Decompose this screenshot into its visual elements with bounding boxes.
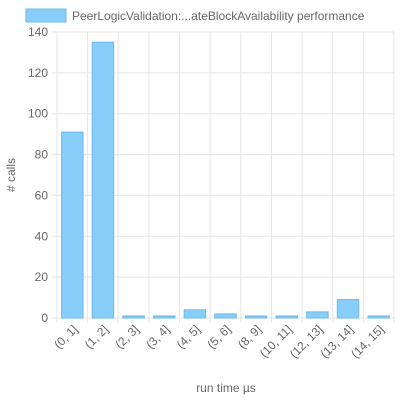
bar[interactable] [153,315,176,319]
bar[interactable] [244,315,268,319]
bar[interactable] [91,41,115,319]
bar[interactable] [183,309,207,319]
bar[interactable] [367,315,390,319]
y-axis-ticks: 0 20 40 60 80 100 120 140 [28,25,48,325]
bars [61,41,390,319]
legend-label: PeerLogicValidation:...ateBlockAvailabil… [72,9,365,23]
x-tick-label: (3, 4] [143,322,172,351]
x-tick-label: (4, 5] [174,322,203,351]
x-tick-label: (2, 3] [112,322,141,351]
y-tick-label: 0 [41,311,48,325]
y-tick-label: 60 [35,188,49,202]
x-axis-title: run time µs [196,381,256,395]
bar[interactable] [214,313,237,319]
x-tick-label: (13, 14] [317,322,356,361]
y-axis-title: # calls [4,158,18,192]
y-tick-label: 100 [28,107,48,121]
y-tick-label: 40 [35,229,49,243]
bar[interactable] [61,131,84,319]
y-tick-label: 80 [35,148,49,162]
x-tick-label: (5, 6] [204,322,233,351]
legend-swatch [25,8,67,23]
bar[interactable] [122,315,145,319]
legend[interactable]: PeerLogicValidation:...ateBlockAvailabil… [25,8,365,23]
bar[interactable] [275,315,298,319]
bar[interactable] [306,311,329,319]
bar[interactable] [336,299,360,319]
x-tick-label: (1, 2] [82,322,111,351]
x-tick-label: (0, 1] [51,322,80,351]
x-tick-label: (14, 15] [348,322,387,361]
y-tick-label: 120 [28,66,48,80]
y-tick-label: 140 [28,25,48,39]
x-tick-label: (12, 13] [287,322,326,361]
y-tick-label: 20 [35,270,49,284]
x-axis-ticks: (0, 1] (1, 2] (2, 3] (3, 4] (4, 5] (5, 6] (8, … [51,322,387,361]
